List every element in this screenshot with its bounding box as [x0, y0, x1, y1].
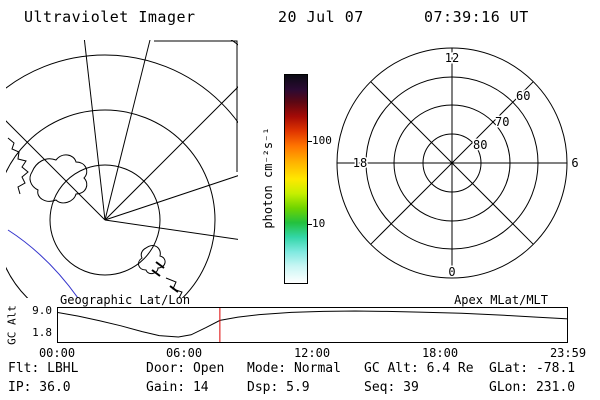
mlt-label-6: 6 — [571, 156, 578, 170]
colorbar-tick-label: 100 — [312, 133, 332, 147]
colorbar-unit-label: photon cm⁻²s⁻¹ — [261, 127, 275, 229]
mlt-label-12: 12 — [445, 51, 459, 65]
time-tick: 18:00 — [421, 346, 459, 360]
mlt-label-18: 18 — [353, 156, 367, 170]
mlat-label-60: 60 — [516, 89, 530, 103]
altitude-axis-label: GC Alt — [5, 305, 19, 345]
mlt-label-0: 0 — [448, 265, 455, 279]
coastline — [7, 137, 183, 298]
chart-frame — [57, 307, 568, 343]
colorbar-tick-mark — [307, 140, 312, 142]
status-flight: Flt: LBHL — [8, 361, 79, 376]
status-gc-alt: GC Alt: 6.4 Re — [364, 361, 474, 376]
meridian-line — [104, 219, 238, 240]
coastline-path — [29, 154, 88, 204]
terminator-line — [7, 229, 79, 298]
apex-polar-panel: 12 18 6 0 80 70 60 — [336, 47, 580, 281]
altitude-curve — [57, 310, 568, 338]
coastline-path — [7, 137, 29, 195]
island-hatching — [151, 261, 179, 293]
polar-panel-label: Apex MLat/MLT — [454, 293, 548, 307]
mlat-label-80: 80 — [473, 138, 487, 152]
status-ip: IP: 36.0 — [8, 380, 71, 395]
colorbar-tick-label: 10 — [312, 216, 326, 230]
time-tick: 23:59 — [549, 346, 587, 360]
mlt-spoke — [370, 81, 534, 245]
app-title: Ultraviolet Imager — [24, 8, 196, 26]
altitude-strip-chart — [57, 307, 568, 343]
fov-boundary — [154, 40, 238, 172]
coastline-path — [138, 245, 166, 275]
image-date: 20 Jul 07 — [278, 8, 364, 26]
colorbar-tick-mark — [307, 223, 312, 225]
map-grid — [6, 40, 238, 298]
meridian-line — [104, 86, 238, 221]
status-seq: Seq: 39 — [364, 380, 419, 395]
status-gain: Gain: 14 — [146, 380, 209, 395]
latitude-circle — [230, 40, 238, 46]
time-tick: 06:00 — [165, 346, 203, 360]
status-dsp: Dsp: 5.9 — [247, 380, 310, 395]
status-glon: GLon: 231.0 — [489, 380, 576, 395]
map-panel-label: Geographic Lat/Lon — [60, 293, 191, 307]
altitude-ytick-max: 9.0 — [32, 304, 52, 317]
mlat-label-70: 70 — [495, 115, 509, 129]
time-tick: 00:00 — [38, 346, 76, 360]
latitude-circle — [6, 54, 238, 124]
meridian-line — [104, 40, 151, 221]
colorbar-gradient — [284, 74, 308, 284]
status-glat: GLat: -78.1 — [489, 361, 576, 376]
altitude-ytick-min: 1.8 — [32, 326, 52, 339]
polar-grid — [336, 47, 568, 279]
latitude-circle — [49, 164, 161, 276]
latitude-circle — [6, 109, 216, 298]
meridian-line — [83, 40, 106, 221]
status-mode: Mode: Normal — [247, 361, 341, 376]
time-tick: 12:00 — [293, 346, 331, 360]
image-time: 07:39:16 UT — [424, 8, 529, 26]
meridian-line — [6, 120, 106, 221]
geographic-map-panel — [6, 40, 238, 298]
meridian-line — [104, 175, 238, 221]
status-door: Door: Open — [146, 361, 225, 376]
